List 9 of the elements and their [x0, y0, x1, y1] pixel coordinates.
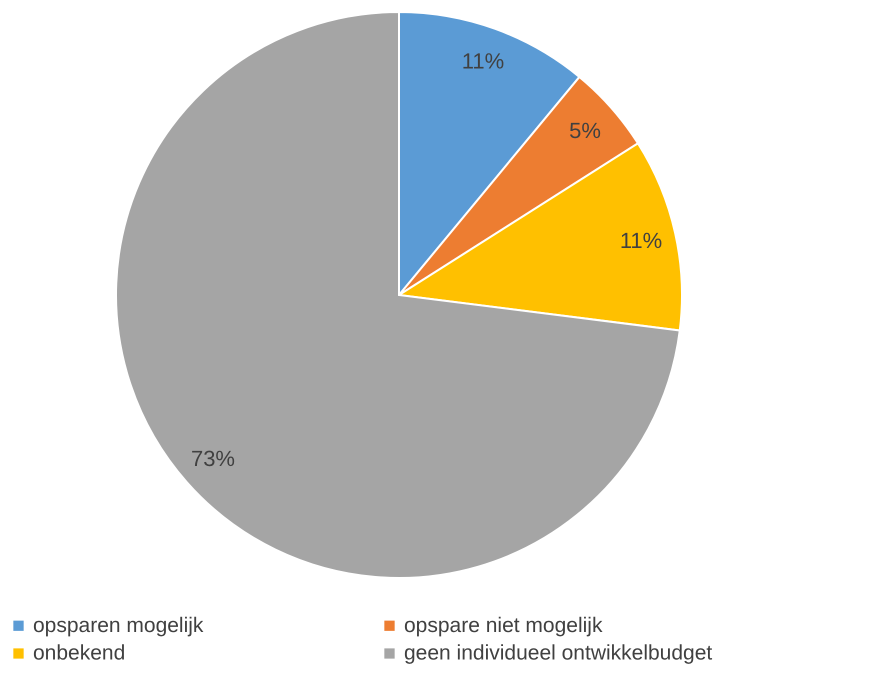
data-label: 5%	[569, 118, 601, 143]
legend-label: opsparen mogelijk	[33, 614, 204, 637]
legend-label: onbekend	[33, 642, 126, 664]
legend-label: geen individueel ontwikkelbudget	[404, 642, 712, 664]
data-label: 11%	[462, 48, 504, 74]
pie-slice	[115, 11, 681, 579]
data-label: 11%	[620, 228, 662, 253]
legend-label: opspare niet mogelijk	[404, 614, 603, 637]
data-label: 73%	[190, 446, 235, 472]
